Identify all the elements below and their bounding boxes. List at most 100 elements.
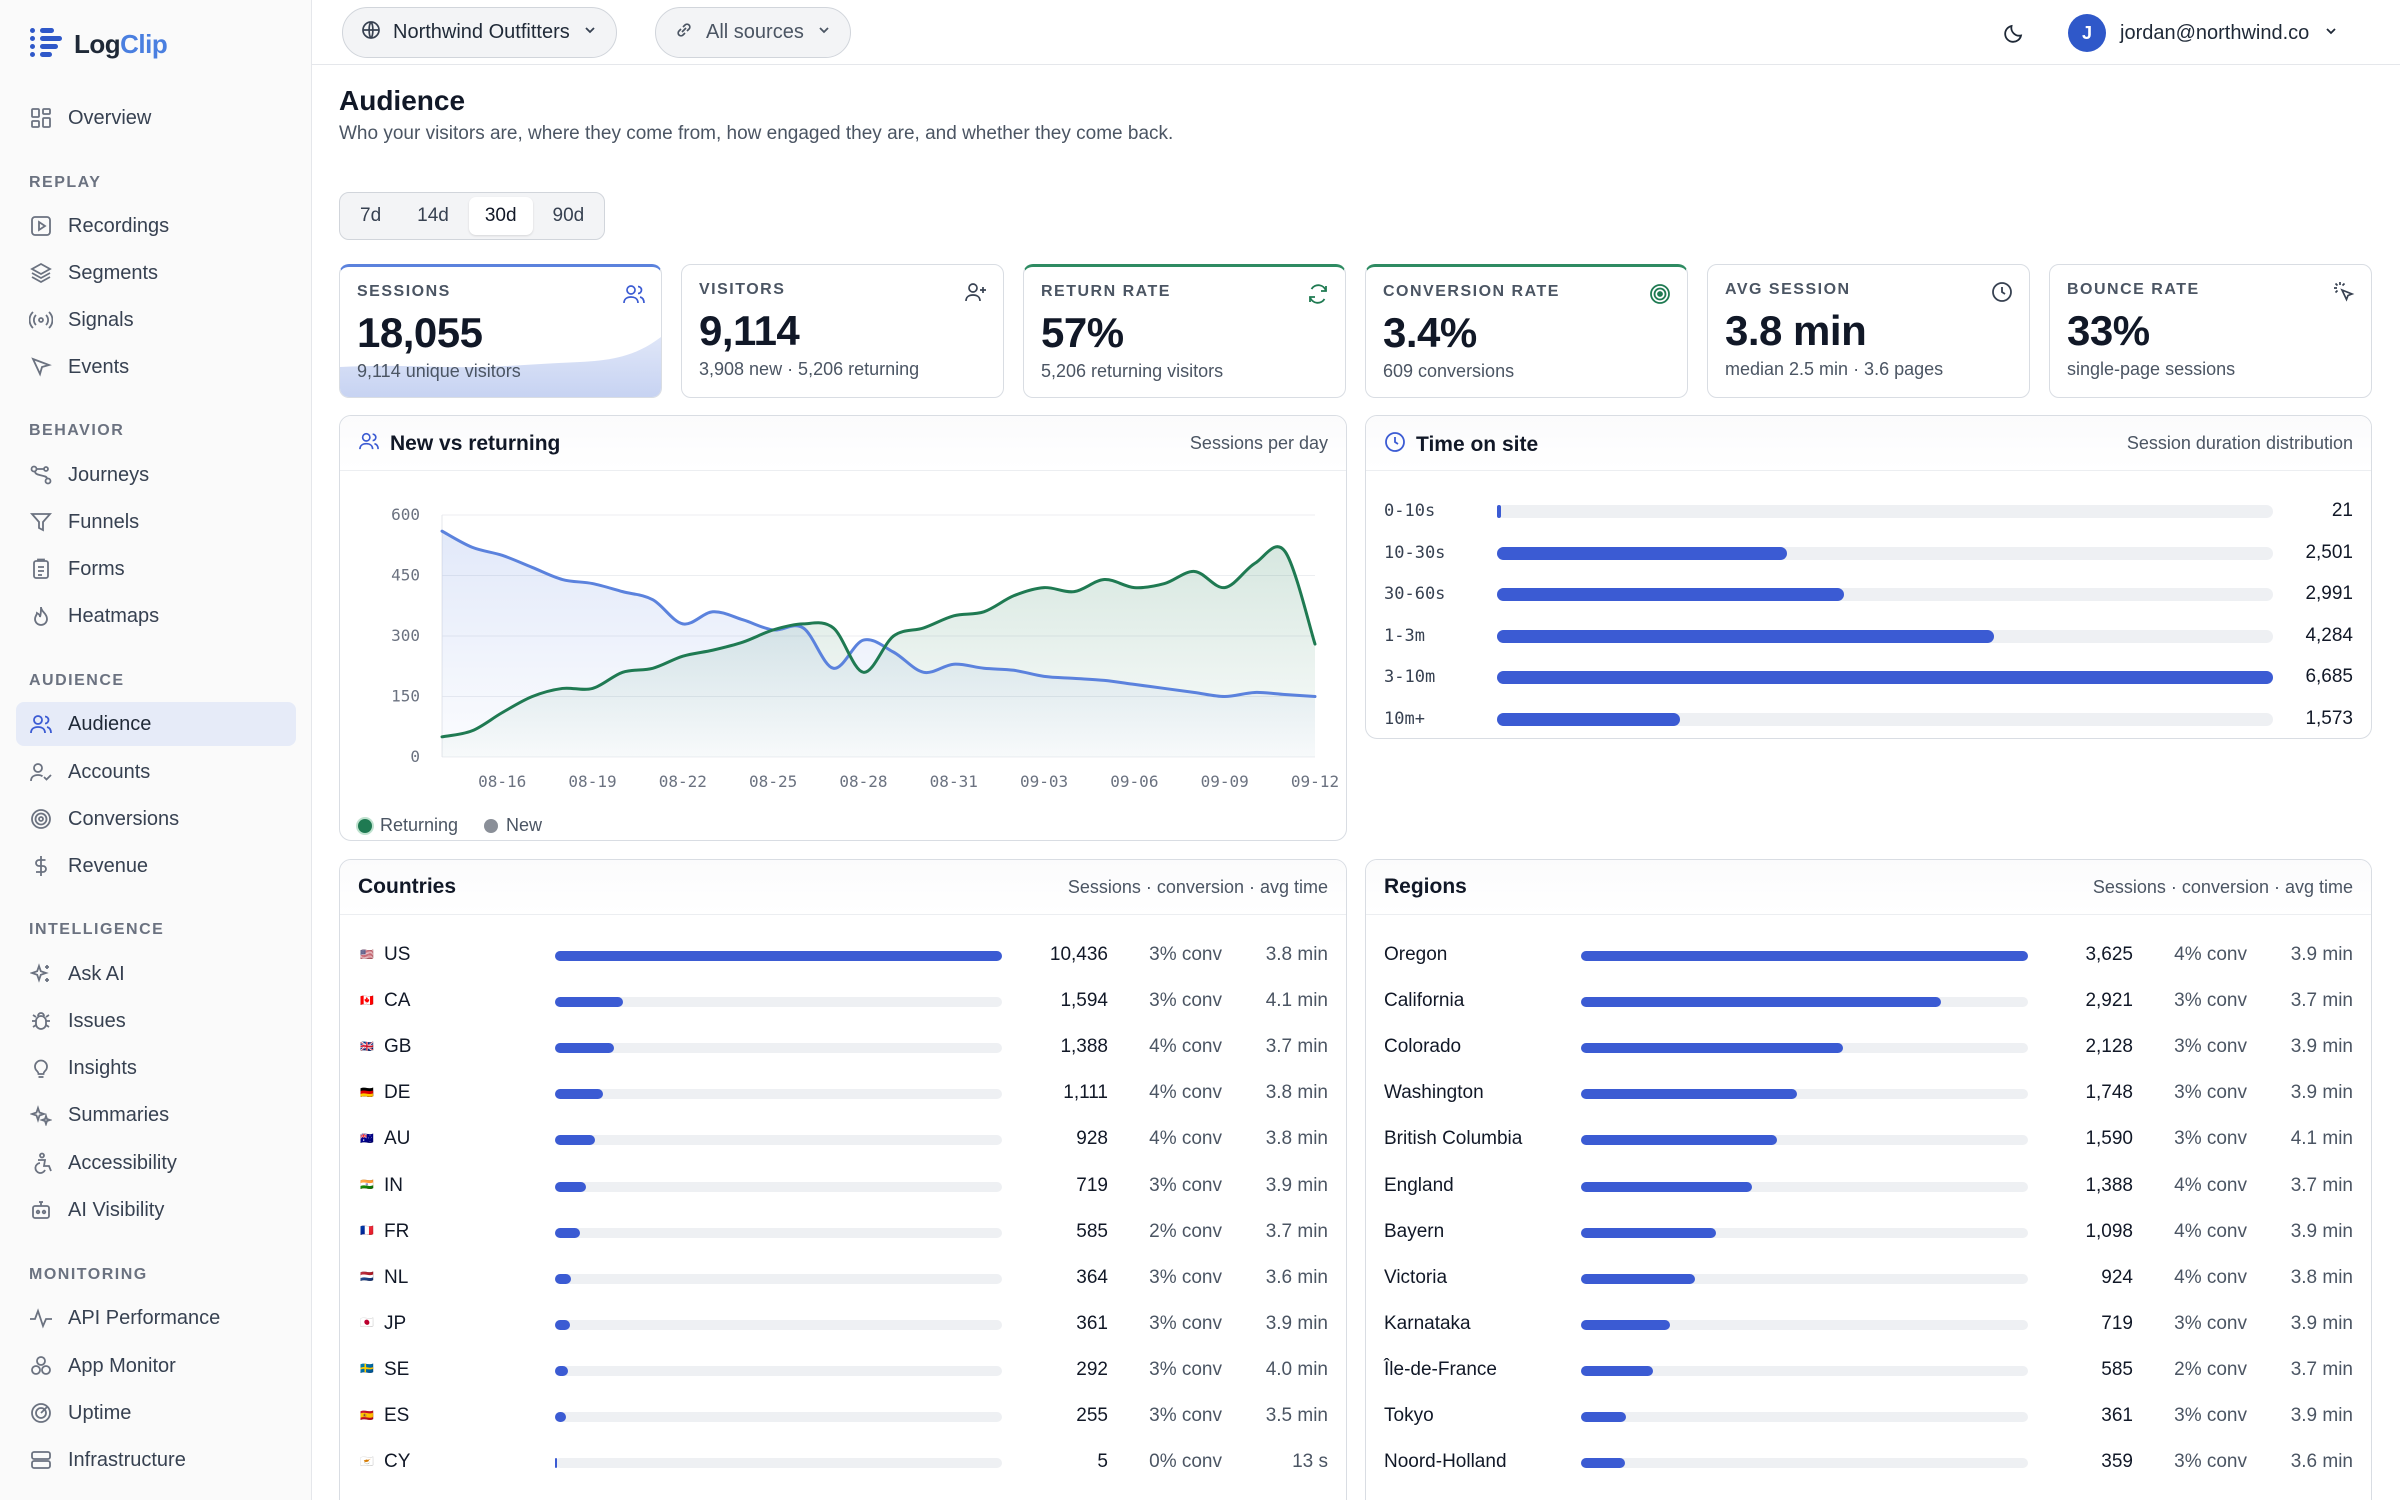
workspace-selector[interactable]: Northwind Outfitters: [342, 7, 617, 58]
table-row[interactable]: 🇯🇵 JP 361 3% conv 3.9 min: [358, 1309, 1328, 1339]
table-row[interactable]: Colorado 2,128 3% conv 3.9 min: [1384, 1032, 2353, 1062]
table-row[interactable]: 🇪🇸 ES 255 3% conv 3.5 min: [358, 1401, 1328, 1431]
sessions-bar: [1581, 1135, 1778, 1146]
table-row[interactable]: 🇬🇧 GB 1,388 4% conv 3.7 min: [358, 1032, 1328, 1062]
sidebar-item-insights[interactable]: Insights: [16, 1046, 296, 1090]
avg-time-value: 3.6 min: [1265, 1266, 1328, 1288]
sessions-bar: [555, 1273, 571, 1284]
series-area-returning: [442, 546, 1315, 757]
table-row[interactable]: 🇮🇳 IN 719 3% conv 3.9 min: [358, 1171, 1328, 1201]
panel-header: New vs returning Sessions per day: [340, 416, 1346, 471]
theme-toggle-moon-icon[interactable]: [1999, 18, 2029, 48]
table-row[interactable]: Île-de-France 585 2% conv 3.7 min: [1384, 1355, 2353, 1385]
sidebar-item-events[interactable]: Events: [16, 345, 296, 389]
kpi-avg-session[interactable]: AVG SESSION 3.8 min median 2.5 min · 3.6…: [1707, 264, 2030, 398]
sidebar-item-infrastructure[interactable]: Infrastructure: [16, 1438, 296, 1482]
kpi-sessions[interactable]: SESSIONS 18,055 9,114 unique visitors: [339, 264, 662, 398]
sidebar-item-journeys[interactable]: Journeys: [16, 453, 296, 497]
sessions-value: 1,388: [1060, 1036, 1108, 1058]
duration-row[interactable]: 3-10m 6,685: [1384, 665, 2353, 689]
table-row[interactable]: Oregon 3,625 4% conv 3.9 min: [1384, 940, 2353, 970]
sidebar-item-overview[interactable]: Overview: [16, 96, 296, 140]
sidebar-item-issues[interactable]: Issues: [16, 999, 296, 1043]
table-row[interactable]: 🇳🇱 NL 364 3% conv 3.6 min: [358, 1263, 1328, 1293]
table-row[interactable]: Bayern 1,098 4% conv 3.9 min: [1384, 1217, 2353, 1247]
sessions-bar: [555, 1365, 568, 1376]
sidebar-item-uptime[interactable]: Uptime: [16, 1391, 296, 1435]
table-row[interactable]: Karnataka 719 3% conv 3.9 min: [1384, 1309, 2353, 1339]
sidebar-item-label: Overview: [68, 106, 152, 129]
app-logo[interactable]: LogClip: [28, 26, 168, 62]
sessions-bar-track: [1581, 1458, 2028, 1469]
sidebar-item-conversions[interactable]: Conversions: [16, 797, 296, 841]
avg-time-value: 3.9 min: [2290, 1082, 2353, 1104]
sessions-value: 364: [1076, 1266, 1108, 1288]
legend-item-new[interactable]: New: [484, 815, 542, 836]
sidebar-item-signals[interactable]: Signals: [16, 298, 296, 342]
duration-row[interactable]: 10-30s 2,501: [1384, 541, 2353, 565]
range-14d[interactable]: 14d: [417, 205, 449, 226]
duration-value: 4,284: [2305, 624, 2353, 646]
table-row[interactable]: California 2,921 3% conv 3.7 min: [1384, 986, 2353, 1016]
lightbulb-icon: [28, 1055, 54, 1081]
panel-header: Countries Sessions · conversion · avg ti…: [340, 860, 1346, 915]
sidebar-item-summaries[interactable]: Summaries: [16, 1093, 296, 1137]
sidebar-item-funnels[interactable]: Funnels: [16, 500, 296, 544]
kpi-label: AVG SESSION: [1725, 281, 1851, 298]
sidebar-item-accounts[interactable]: Accounts: [16, 750, 296, 794]
new-vs-returning-panel: New vs returning Sessions per day 0 150 30…: [339, 415, 1347, 841]
source-selector[interactable]: All sources: [655, 7, 851, 58]
sessions-bar: [555, 1089, 603, 1100]
table-row[interactable]: 🇦🇺 AU 928 4% conv 3.8 min: [358, 1124, 1328, 1154]
sidebar-item-api-performance[interactable]: API Performance: [16, 1296, 296, 1340]
table-row[interactable]: Noord-Holland 359 3% conv 3.6 min: [1384, 1447, 2353, 1477]
duration-bar: [1497, 546, 1788, 560]
table-row[interactable]: British Columbia 1,590 3% conv 4.1 min: [1384, 1124, 2353, 1154]
kpi-sub: 3,908 new · 5,206 returning: [699, 359, 920, 379]
sidebar-item-label: Issues: [68, 1009, 126, 1032]
range-7d[interactable]: 7d: [360, 205, 382, 226]
kpi-bounce-rate[interactable]: BOUNCE RATE 33% single-page sessions: [2049, 264, 2372, 398]
kpi-conversion-rate[interactable]: CONVERSION RATE 3.4% 609 conversions: [1365, 264, 1688, 398]
sidebar-item-revenue[interactable]: Revenue: [16, 844, 296, 888]
sessions-value: 1,111: [1063, 1082, 1108, 1104]
duration-row[interactable]: 0-10s 21: [1384, 499, 2353, 523]
flag-icon: 🇬🇧: [360, 1040, 374, 1053]
table-row[interactable]: Victoria 924 4% conv 3.8 min: [1384, 1263, 2353, 1293]
conversion-value: 3% conv: [1149, 1312, 1222, 1334]
table-row[interactable]: 🇨🇾 CY 5 0% conv 13 s: [358, 1447, 1328, 1477]
range-30d[interactable]: 30d: [468, 197, 533, 235]
table-row[interactable]: 🇺🇸 US 10,436 3% conv 3.8 min: [358, 940, 1328, 970]
sidebar-item-forms[interactable]: Forms: [16, 547, 296, 591]
table-row[interactable]: England 1,388 4% conv 3.7 min: [1384, 1171, 2353, 1201]
sidebar-item-ai-visibility[interactable]: AI Visibility: [16, 1188, 296, 1232]
sidebar-item-heatmaps[interactable]: Heatmaps: [16, 594, 296, 638]
user-menu[interactable]: J jordan@northwind.co: [2068, 12, 2339, 54]
table-row[interactable]: 🇨🇦 CA 1,594 3% conv 4.1 min: [358, 986, 1328, 1016]
kpi-return-rate[interactable]: RETURN RATE 57% 5,206 returning visitors: [1023, 264, 1346, 398]
sidebar-item-audience[interactable]: Audience: [16, 702, 296, 746]
table-row[interactable]: 🇸🇪 SE 292 3% conv 4.0 min: [358, 1355, 1328, 1385]
row-name: Washington: [1384, 1082, 1484, 1104]
row-name: California: [1384, 990, 1464, 1012]
table-row[interactable]: Washington 1,748 3% conv 3.9 min: [1384, 1078, 2353, 1108]
kpi-visitors[interactable]: VISITORS 9,114 3,908 new · 5,206 returni…: [681, 264, 1004, 398]
table-row[interactable]: 🇫🇷 FR 585 2% conv 3.7 min: [358, 1217, 1328, 1247]
users-icon: [621, 281, 647, 307]
nav-section-intelligence: INTELLIGENCE: [29, 921, 165, 938]
duration-row[interactable]: 10m+ 1,573: [1384, 707, 2353, 731]
sidebar-item-recordings[interactable]: Recordings: [16, 204, 296, 248]
sessions-value: 928: [1076, 1128, 1108, 1150]
sidebar-item-ask-ai[interactable]: Ask AI: [16, 952, 296, 996]
duration-row[interactable]: 30-60s 2,991: [1384, 582, 2353, 606]
range-90d[interactable]: 90d: [552, 205, 585, 226]
legend-item-returning[interactable]: Returning: [358, 815, 458, 836]
clock-icon: [1384, 431, 1406, 459]
sidebar-item-accessibility[interactable]: Accessibility: [16, 1141, 296, 1185]
table-row[interactable]: 🇩🇪 DE 1,111 4% conv 3.8 min: [358, 1078, 1328, 1108]
sidebar-item-app-monitor[interactable]: App Monitor: [16, 1344, 296, 1388]
sessions-value: 2,921: [2085, 990, 2133, 1012]
duration-row[interactable]: 1-3m 4,284: [1384, 624, 2353, 648]
sidebar-item-segments[interactable]: Segments: [16, 251, 296, 295]
table-row[interactable]: Tokyo 361 3% conv 3.9 min: [1384, 1401, 2353, 1431]
